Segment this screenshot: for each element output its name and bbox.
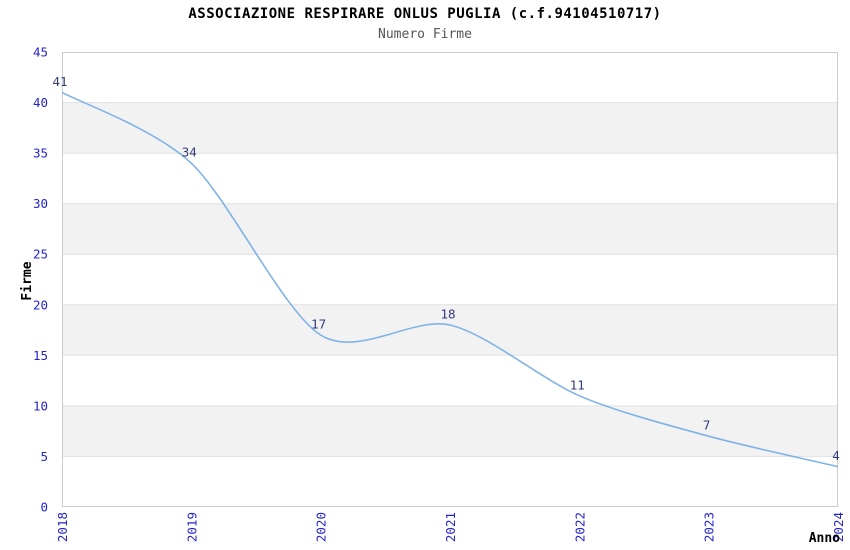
y-tick-label: 45: [33, 45, 48, 60]
data-label: 41: [52, 74, 67, 89]
y-tick-label: 20: [33, 297, 48, 312]
data-label: 18: [440, 307, 455, 322]
x-axis-title: Anno: [809, 531, 840, 546]
grid-band: [62, 102, 838, 154]
x-tick-label: 2023: [702, 512, 717, 542]
data-label: 7: [703, 418, 711, 433]
y-tick-label: 30: [33, 196, 48, 211]
x-tick-label: 2020: [314, 512, 329, 542]
x-tick-label: 2019: [184, 512, 199, 542]
data-label: 11: [570, 377, 585, 392]
y-axis-title: Firme: [20, 261, 35, 300]
x-tick-label: 2018: [55, 512, 70, 542]
data-label: 34: [182, 145, 197, 160]
y-tick-label: 0: [40, 500, 48, 515]
y-tick-label: 15: [33, 348, 48, 363]
x-tick-label: 2022: [572, 512, 587, 542]
y-tick-label: 25: [33, 247, 48, 262]
grid-band: [62, 304, 838, 356]
data-label: 17: [311, 317, 326, 332]
y-tick-label: 10: [33, 398, 48, 413]
chart-subtitle: Numero Firme: [378, 27, 472, 42]
plot-border: [62, 52, 838, 507]
series-line: [61, 91, 839, 468]
x-tick-label: 2021: [443, 512, 458, 542]
y-tick-label: 40: [33, 95, 48, 110]
x-tick-label: 2024: [831, 512, 846, 542]
data-label: 4: [832, 448, 840, 463]
grid-band: [62, 405, 838, 457]
y-tick-label: 35: [33, 146, 48, 161]
y-tick-label: 5: [40, 449, 48, 464]
grid-band: [62, 203, 838, 255]
chart-title: ASSOCIAZIONE RESPIRARE ONLUS PUGLIA (c.f…: [188, 6, 662, 22]
